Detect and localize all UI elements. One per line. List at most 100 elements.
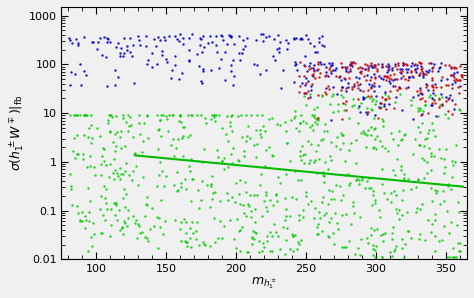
Point xyxy=(262,148,269,152)
Point xyxy=(437,84,445,89)
Point xyxy=(84,249,92,253)
Point xyxy=(349,204,357,209)
Point xyxy=(396,86,404,91)
Point xyxy=(400,62,407,67)
Point xyxy=(406,74,413,79)
Point xyxy=(169,67,176,72)
Point xyxy=(250,192,258,197)
Point xyxy=(230,74,238,78)
Point xyxy=(291,60,298,65)
Point xyxy=(428,103,436,107)
Point xyxy=(129,42,137,47)
Point xyxy=(310,160,317,165)
Point xyxy=(244,36,251,41)
Point xyxy=(219,125,226,130)
Point xyxy=(76,217,84,222)
Point xyxy=(372,99,380,103)
Point xyxy=(440,224,448,228)
Point xyxy=(437,77,444,82)
Point xyxy=(431,100,439,105)
Point xyxy=(347,140,355,145)
Point xyxy=(248,234,256,239)
Point xyxy=(121,221,128,225)
Point xyxy=(315,210,323,215)
Point xyxy=(382,96,390,101)
Point xyxy=(448,86,456,91)
Point xyxy=(348,104,356,108)
Point xyxy=(215,66,222,71)
Point xyxy=(330,197,337,201)
Point xyxy=(220,224,228,229)
Point xyxy=(363,111,371,116)
Point xyxy=(420,71,428,76)
Point xyxy=(416,71,424,76)
Point xyxy=(243,249,251,254)
Point xyxy=(125,113,132,118)
Point xyxy=(123,44,130,49)
Point xyxy=(73,152,81,156)
Point xyxy=(122,160,129,165)
Point xyxy=(346,69,354,73)
Point xyxy=(383,74,391,78)
Point xyxy=(341,159,348,164)
Point xyxy=(364,110,372,114)
Point xyxy=(179,135,186,140)
Point xyxy=(302,190,310,194)
Point xyxy=(238,50,246,55)
Point xyxy=(390,224,397,229)
Point xyxy=(327,139,335,144)
Point xyxy=(296,84,303,89)
Point xyxy=(301,151,309,156)
Point xyxy=(208,174,216,179)
Point xyxy=(291,80,298,84)
Point xyxy=(428,96,436,101)
Point xyxy=(435,147,443,152)
Point xyxy=(393,157,401,162)
Point xyxy=(434,114,442,119)
Point xyxy=(237,202,244,207)
Point xyxy=(314,143,321,148)
Point xyxy=(328,61,336,66)
Point xyxy=(110,176,118,181)
Point xyxy=(337,78,345,83)
Point xyxy=(193,219,201,224)
Point xyxy=(76,62,83,66)
Point xyxy=(370,228,378,233)
Point xyxy=(400,133,408,138)
Point xyxy=(399,136,406,141)
Point xyxy=(271,57,278,62)
Point xyxy=(110,157,118,162)
Point xyxy=(127,35,134,40)
Point xyxy=(90,40,97,44)
Point xyxy=(425,60,432,65)
Point xyxy=(417,108,424,112)
Point xyxy=(412,210,419,215)
Point xyxy=(368,203,375,207)
Point xyxy=(433,188,440,193)
Point xyxy=(407,63,414,68)
Point xyxy=(417,63,425,68)
Point xyxy=(384,67,392,72)
Point xyxy=(399,188,406,193)
Point xyxy=(337,147,344,151)
Point xyxy=(128,53,136,58)
Point xyxy=(429,64,437,69)
Point xyxy=(88,243,96,248)
Point xyxy=(164,129,171,134)
Point xyxy=(234,158,241,163)
Point xyxy=(214,236,221,240)
Point xyxy=(169,113,176,118)
Point xyxy=(390,72,398,77)
Point xyxy=(74,211,82,216)
Point xyxy=(383,74,391,79)
Point xyxy=(440,199,447,204)
Point xyxy=(431,92,438,97)
Point xyxy=(358,175,365,180)
Point xyxy=(286,158,294,163)
Point xyxy=(315,93,322,97)
Point xyxy=(399,67,406,72)
Point xyxy=(211,189,219,194)
Point xyxy=(428,65,436,70)
Point xyxy=(453,255,460,260)
Point xyxy=(331,211,339,216)
